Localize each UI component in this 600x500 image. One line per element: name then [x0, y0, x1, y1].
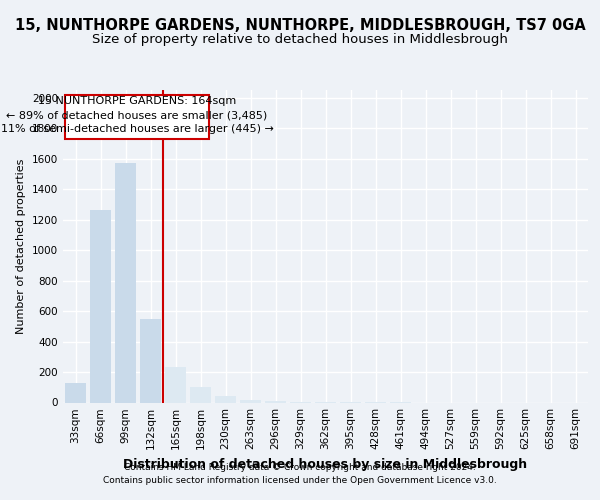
Bar: [65, 382, 86, 402]
Y-axis label: Number of detached properties: Number of detached properties: [16, 158, 26, 334]
Bar: [90, 210, 111, 402]
Bar: [115, 163, 136, 402]
Text: Contains public sector information licensed under the Open Government Licence v3: Contains public sector information licen…: [103, 476, 497, 485]
Bar: [190, 388, 211, 402]
Text: ← 89% of detached houses are smaller (3,485): ← 89% of detached houses are smaller (3,…: [7, 110, 268, 120]
Text: 11% of semi-detached houses are larger (445) →: 11% of semi-detached houses are larger (…: [1, 124, 274, 134]
FancyBboxPatch shape: [65, 94, 209, 139]
Bar: [240, 400, 261, 402]
Text: 15 NUNTHORPE GARDENS: 164sqm: 15 NUNTHORPE GARDENS: 164sqm: [38, 96, 236, 106]
Text: Contains HM Land Registry data © Crown copyright and database right 2024.: Contains HM Land Registry data © Crown c…: [124, 462, 476, 471]
Bar: [215, 396, 236, 402]
Text: Size of property relative to detached houses in Middlesbrough: Size of property relative to detached ho…: [92, 32, 508, 46]
Text: 15, NUNTHORPE GARDENS, NUNTHORPE, MIDDLESBROUGH, TS7 0GA: 15, NUNTHORPE GARDENS, NUNTHORPE, MIDDLE…: [14, 18, 586, 32]
Bar: [140, 318, 161, 402]
X-axis label: Distribution of detached houses by size in Middlesbrough: Distribution of detached houses by size …: [124, 458, 527, 471]
Bar: [165, 366, 186, 402]
